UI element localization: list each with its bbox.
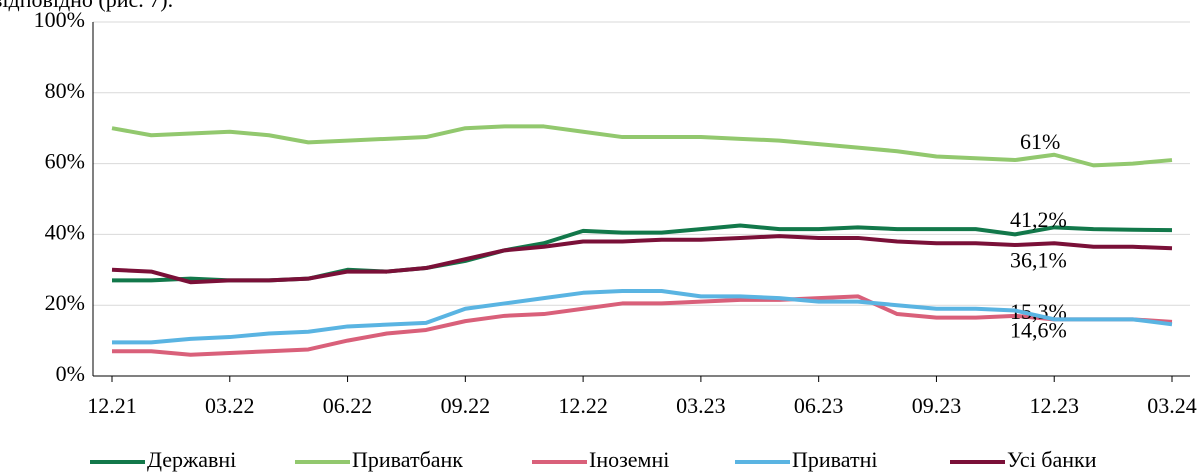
y-tick-label: 20% bbox=[45, 290, 85, 315]
series-line bbox=[112, 294, 1173, 357]
x-tick-label: 12.21 bbox=[87, 393, 137, 418]
legend-label: Іноземні bbox=[589, 447, 669, 472]
legend-label: Усі банки bbox=[1007, 447, 1097, 472]
legend-label: Приватні bbox=[792, 447, 877, 472]
x-tick-label: 09.22 bbox=[441, 393, 491, 418]
y-tick-label: 0% bbox=[56, 361, 85, 386]
y-tick-label: 40% bbox=[45, 219, 85, 244]
value-label: 41,2% bbox=[1010, 207, 1067, 232]
y-tick-label: 80% bbox=[45, 78, 85, 103]
x-tick-label: 06.23 bbox=[794, 393, 844, 418]
series-line bbox=[112, 289, 1173, 345]
y-tick-label: 100% bbox=[34, 7, 85, 32]
x-tick-label: 03.22 bbox=[205, 393, 255, 418]
x-tick-label: 12.23 bbox=[1029, 393, 1079, 418]
caption: відповідно (рис. 7). bbox=[0, 0, 173, 12]
y-tick-label: 60% bbox=[45, 149, 85, 174]
x-tick-label: 03.24 bbox=[1147, 393, 1197, 418]
x-tick-label: 03.23 bbox=[676, 393, 726, 418]
x-tick-label: 12.22 bbox=[558, 393, 608, 418]
x-tick-label: 09.23 bbox=[912, 393, 962, 418]
value-label: 61% bbox=[1020, 129, 1060, 154]
series-line bbox=[111, 124, 1173, 168]
x-tick-label: 06.22 bbox=[323, 393, 373, 418]
series-line bbox=[111, 234, 1173, 285]
legend-label: Державні bbox=[147, 447, 236, 472]
value-label: 36,1% bbox=[1010, 247, 1067, 272]
legend-label: Приватбанк bbox=[352, 447, 463, 472]
value-label: 14,6% bbox=[1010, 317, 1067, 342]
